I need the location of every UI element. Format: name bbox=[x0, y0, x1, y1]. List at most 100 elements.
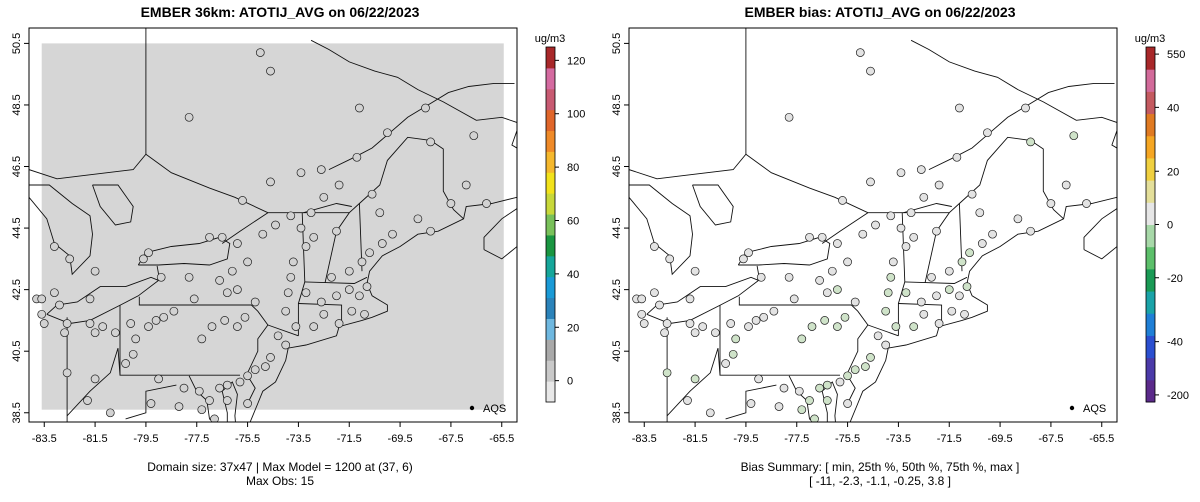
map-outline bbox=[666, 347, 721, 417]
right-map-chart: -83.5 -81.5 -79.5 -77.5 -75.5 -73.5 -71.5 -69.5… bbox=[611, 27, 1189, 445]
y-tick-label: 46.5 bbox=[611, 156, 623, 177]
station-marker bbox=[866, 353, 875, 362]
map-outline bbox=[303, 203, 352, 214]
station-marker bbox=[362, 282, 372, 291]
station-marker bbox=[347, 306, 357, 316]
station-marker bbox=[906, 208, 916, 218]
station-marker bbox=[332, 226, 341, 236]
y-tick-label: 48.5 bbox=[11, 94, 23, 115]
x-tick-label: -65.5 bbox=[1089, 433, 1114, 445]
station-marker bbox=[60, 328, 69, 338]
map-outline bbox=[483, 208, 517, 260]
station-marker bbox=[797, 334, 807, 344]
colorbar-segment bbox=[546, 172, 555, 194]
map-outline bbox=[725, 384, 777, 420]
map-outline bbox=[249, 39, 517, 422]
station-marker bbox=[873, 331, 883, 341]
colorbar-segment bbox=[1146, 291, 1155, 314]
station-marker bbox=[207, 322, 217, 331]
station-marker bbox=[184, 112, 194, 122]
map-outline bbox=[847, 375, 856, 404]
station-marker bbox=[266, 353, 275, 362]
station-marker bbox=[184, 272, 194, 282]
station-marker bbox=[233, 285, 242, 294]
station-marker bbox=[367, 189, 377, 199]
colorbar-segment bbox=[1146, 157, 1155, 181]
station-marker bbox=[822, 380, 832, 390]
colorbar-segment bbox=[546, 214, 555, 236]
station-marker bbox=[286, 211, 296, 221]
station-marker bbox=[662, 319, 672, 328]
station-marker bbox=[327, 272, 336, 282]
y-tick-label: 50.5 bbox=[11, 33, 23, 54]
colorbar-segment bbox=[1146, 202, 1155, 225]
colorbar-segment bbox=[1146, 180, 1155, 203]
map-outline bbox=[738, 296, 869, 373]
right-title: EMBER bias: ATOTIJ_AVG on 06/22/2023 bbox=[744, 4, 1016, 20]
station-marker bbox=[838, 196, 847, 205]
station-marker bbox=[660, 328, 669, 338]
station-marker bbox=[296, 223, 306, 233]
station-marker bbox=[90, 328, 100, 338]
colorbar-segment bbox=[546, 360, 555, 382]
colorbar-tick-label: 550 bbox=[1167, 49, 1185, 61]
station-marker bbox=[944, 266, 954, 276]
station-marker bbox=[637, 294, 647, 304]
colorbar-segment bbox=[546, 255, 555, 278]
station-marker bbox=[967, 189, 977, 199]
right-footer-summary: Bias Summary: [ min, 25th %, 50th %, 75t… bbox=[740, 460, 1020, 474]
station-marker bbox=[855, 48, 865, 57]
map-outline bbox=[156, 265, 160, 275]
station-marker bbox=[205, 232, 214, 242]
colorbar-segment bbox=[546, 276, 555, 299]
station-marker bbox=[957, 257, 967, 267]
station-marker bbox=[189, 294, 199, 304]
station-marker bbox=[843, 257, 852, 267]
station-marker bbox=[144, 248, 153, 258]
map-outline bbox=[267, 324, 299, 337]
station-marker bbox=[332, 291, 341, 301]
station-marker bbox=[789, 294, 799, 304]
station-marker bbox=[482, 199, 491, 208]
colorbar-unit: ug/m3 bbox=[535, 33, 566, 45]
station-marker bbox=[319, 309, 329, 319]
colorbar-tick-label: 80 bbox=[567, 162, 579, 174]
x-tick-label: -81.5 bbox=[83, 433, 108, 445]
station-marker bbox=[751, 316, 761, 325]
map-outline bbox=[125, 384, 177, 420]
y-tick-label: 38.5 bbox=[11, 402, 23, 423]
station-marker bbox=[154, 374, 163, 384]
y-tick-label: 38.5 bbox=[611, 402, 623, 423]
left-title: EMBER 36km: ATOTIJ_AVG on 06/22/2023 bbox=[140, 4, 420, 20]
plot-frame bbox=[628, 27, 1118, 423]
station-marker bbox=[827, 266, 837, 276]
station-marker bbox=[815, 276, 824, 285]
station-marker bbox=[822, 288, 832, 298]
station-marker bbox=[944, 285, 954, 294]
station-marker bbox=[850, 365, 860, 375]
map-outline bbox=[756, 265, 760, 275]
station-marker bbox=[144, 322, 153, 331]
x-tick-label: -83.5 bbox=[632, 433, 657, 445]
station-marker bbox=[886, 211, 896, 221]
station-marker bbox=[281, 306, 291, 316]
station-marker bbox=[210, 414, 219, 422]
legend-dot bbox=[469, 405, 475, 411]
station-marker bbox=[881, 340, 891, 350]
station-marker bbox=[850, 297, 860, 307]
station-marker bbox=[932, 291, 941, 301]
x-tick-label: -71.5 bbox=[337, 433, 362, 445]
station-marker bbox=[205, 396, 214, 405]
station-marker bbox=[365, 248, 374, 258]
station-marker bbox=[461, 180, 471, 190]
x-tick-label: -73.5 bbox=[886, 433, 911, 445]
station-marker bbox=[690, 374, 700, 384]
left-map-chart: -83.5 -81.5 -79.5 -77.5 -75.5 -73.5 -71.5 -69.5… bbox=[11, 27, 585, 445]
station-marker bbox=[683, 396, 692, 405]
station-marker bbox=[784, 112, 794, 122]
station-marker bbox=[975, 208, 985, 218]
map-outline bbox=[328, 82, 515, 171]
station-marker bbox=[639, 319, 649, 328]
station-marker bbox=[383, 128, 392, 138]
x-tick-label: -75.5 bbox=[835, 433, 860, 445]
